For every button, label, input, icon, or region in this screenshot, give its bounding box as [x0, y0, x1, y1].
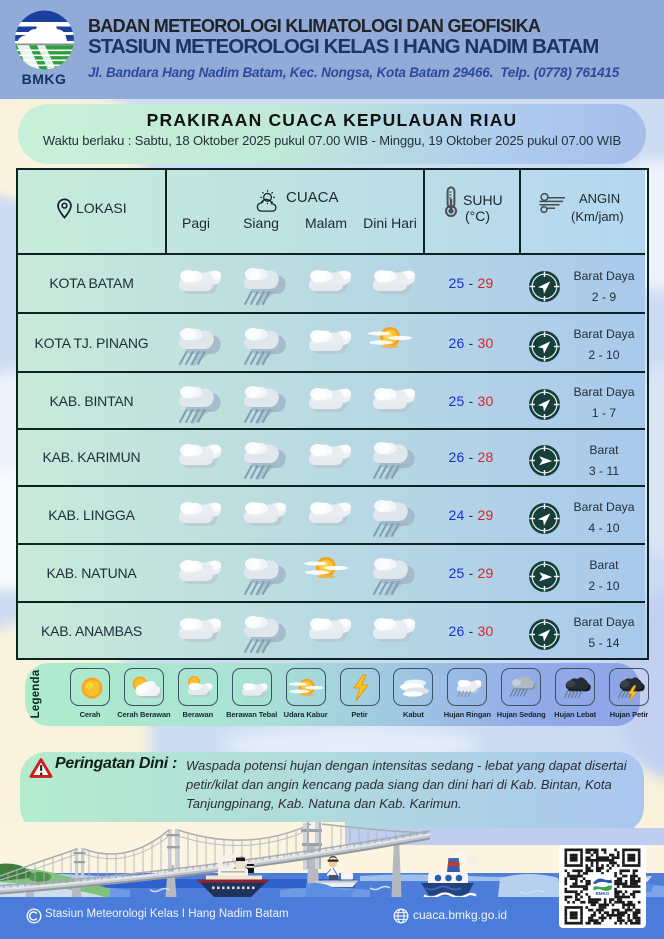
svg-text:BMKG: BMKG [22, 71, 67, 87]
svg-text:BMKG: BMKG [595, 891, 609, 896]
